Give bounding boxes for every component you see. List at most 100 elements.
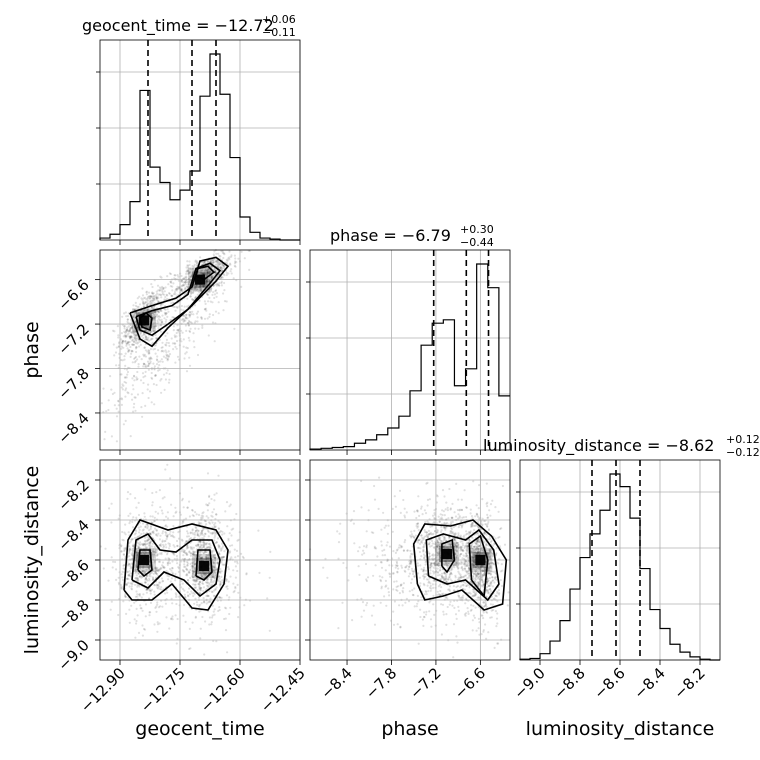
sample-point	[243, 257, 246, 260]
sample-point	[160, 391, 163, 394]
sample-point	[136, 585, 139, 588]
sample-point	[170, 281, 173, 284]
sample-point	[143, 309, 146, 312]
sample-point	[210, 583, 214, 586]
sample-point	[156, 295, 159, 298]
sample-point	[132, 406, 135, 409]
sample-point	[164, 543, 167, 546]
sample-point	[114, 351, 118, 354]
sample-point	[176, 557, 179, 560]
sample-point	[163, 540, 166, 543]
sample-point	[232, 569, 235, 572]
sample-point	[124, 352, 127, 355]
sample-point	[203, 535, 206, 538]
sample-point	[155, 529, 158, 532]
sample-point	[454, 515, 458, 518]
sample-point	[144, 615, 147, 618]
sample-point	[133, 313, 136, 316]
sample-point	[137, 501, 140, 504]
sample-point	[164, 312, 167, 315]
sample-point	[223, 550, 226, 553]
sample-point	[197, 327, 200, 330]
sample-point	[139, 525, 142, 528]
sample-point	[491, 603, 494, 606]
sample-point	[126, 333, 129, 336]
sample-point	[144, 308, 147, 311]
sample-point	[495, 625, 498, 628]
sample-point	[207, 334, 210, 337]
sample-point	[484, 623, 487, 626]
sample-point	[466, 607, 469, 610]
sample-point	[153, 297, 156, 301]
sample-point	[164, 295, 167, 299]
sample-point	[420, 568, 423, 571]
sample-point	[429, 569, 432, 572]
sample-point	[145, 338, 148, 341]
sample-point	[394, 566, 397, 569]
sample-point	[217, 527, 220, 530]
sample-point	[494, 506, 497, 509]
sample-point	[133, 336, 136, 339]
sample-point	[458, 555, 461, 558]
sample-point	[486, 585, 489, 589]
sample-point	[157, 327, 160, 330]
sample-point	[469, 523, 473, 527]
sample-point	[144, 329, 147, 332]
sample-point	[122, 600, 125, 603]
sample-point	[182, 320, 185, 323]
sample-point	[134, 347, 138, 350]
sample-point	[486, 522, 489, 525]
sample-point	[112, 343, 115, 346]
sample-point	[151, 291, 154, 294]
sample-point	[161, 285, 164, 288]
sample-point	[474, 592, 477, 595]
sample-point	[151, 299, 154, 302]
sample-point	[451, 604, 454, 607]
sample-point	[146, 325, 149, 328]
sample-point	[149, 515, 152, 518]
sample-point	[137, 631, 141, 635]
sample-point	[212, 291, 215, 294]
sample-point	[160, 276, 163, 279]
sample-point	[136, 305, 139, 308]
sample-point	[236, 555, 240, 558]
sample-point	[167, 381, 171, 384]
sample-point	[123, 376, 126, 379]
sample-point	[142, 302, 145, 305]
sample-point	[155, 310, 158, 313]
sample-point	[218, 596, 221, 599]
sample-point	[446, 506, 449, 509]
sample-point	[473, 545, 476, 549]
sample-point	[151, 285, 154, 289]
sample-point	[191, 546, 194, 549]
sample-point	[122, 339, 125, 343]
sample-point	[152, 317, 155, 320]
sample-point	[168, 292, 171, 295]
sample-point	[176, 544, 179, 548]
sample-point	[189, 576, 192, 580]
sample-point	[383, 595, 386, 598]
sample-point	[163, 298, 166, 301]
sample-point	[201, 324, 204, 327]
sample-point	[496, 622, 499, 625]
sample-point	[146, 338, 149, 341]
sample-point	[494, 537, 497, 540]
sample-point	[127, 531, 130, 534]
sample-point	[403, 541, 406, 544]
sample-point	[189, 295, 192, 298]
sample-point	[484, 523, 487, 526]
sample-point	[489, 540, 492, 544]
sample-point	[135, 529, 138, 533]
sample-point	[125, 342, 128, 345]
sample-point	[124, 311, 127, 314]
sample-point	[217, 609, 220, 613]
sample-point	[129, 327, 132, 330]
sample-point	[174, 345, 177, 348]
sample-point	[150, 299, 153, 302]
sample-point	[134, 320, 137, 323]
sample-point	[160, 318, 163, 321]
sample-point	[135, 506, 138, 509]
sample-point	[207, 535, 210, 538]
sample-point	[234, 265, 237, 268]
